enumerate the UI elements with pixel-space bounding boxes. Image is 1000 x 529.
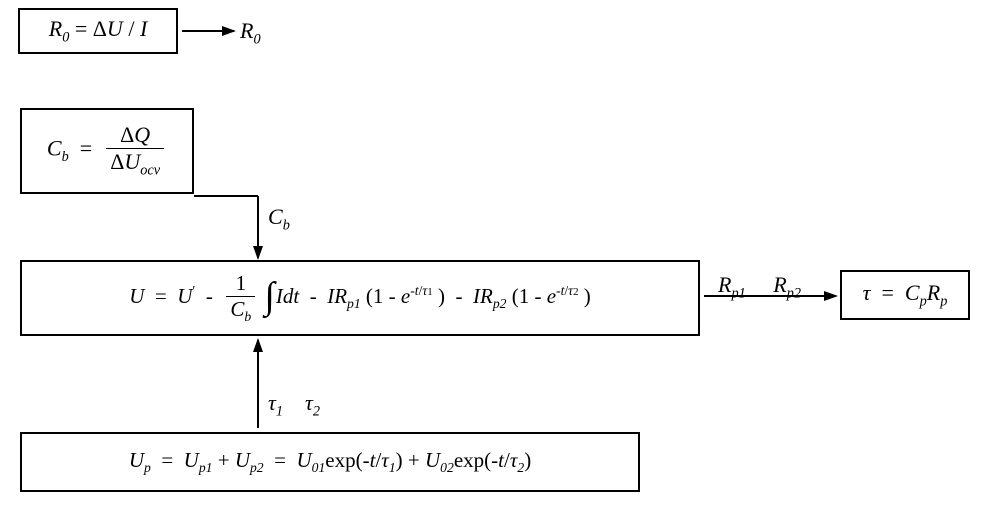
diagram-stage: R0 = ΔU / I R0 Cb = ΔQ ΔUocv Cb U = U′ (0, 0, 1000, 529)
arrows-layer (0, 0, 1000, 529)
